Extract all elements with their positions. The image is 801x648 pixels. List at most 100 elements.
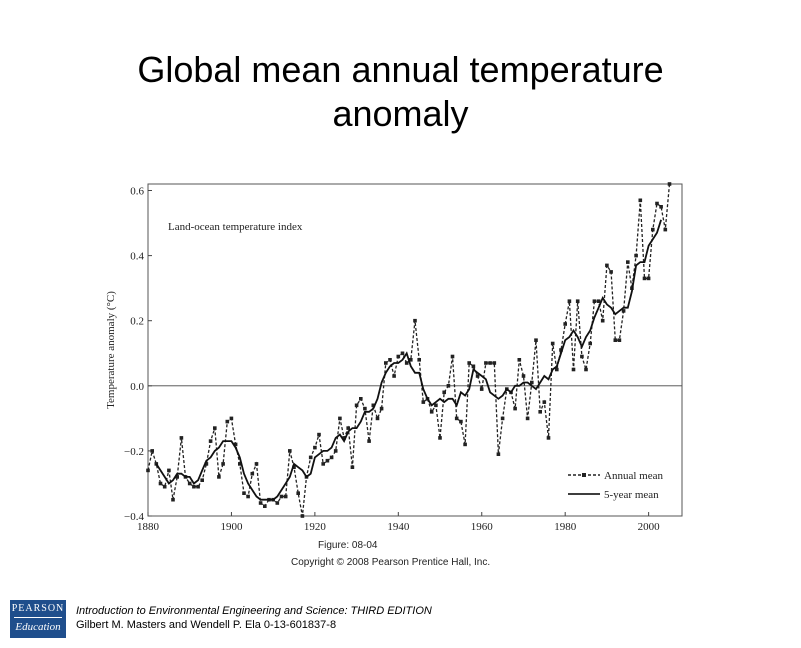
annual-mean-point [475, 374, 480, 378]
annual-mean-point [167, 468, 171, 473]
annual-mean-point [300, 514, 305, 518]
inner-chart-title: Land-ocean temperature index [168, 221, 303, 233]
annual-mean-point [217, 475, 221, 479]
annual-mean-point [525, 416, 530, 421]
annual-mean-point [609, 270, 613, 274]
annual-mean-point [400, 351, 405, 356]
annual-mean-point [204, 462, 209, 466]
annual-mean-point [626, 260, 630, 264]
annual-mean-point [233, 442, 238, 447]
pearson-education-logo: PEARSON Education [10, 600, 66, 638]
annual-mean-point [246, 494, 250, 499]
y-tick-label: 0.2 [130, 316, 144, 328]
annual-mean-point [484, 361, 488, 365]
annual-mean-point [409, 358, 413, 362]
annual-mean-point [638, 198, 643, 203]
annual-mean-point [350, 465, 355, 469]
annual-mean-point [171, 497, 175, 502]
annual-mean-point [446, 384, 451, 388]
annual-mean-point [242, 491, 246, 495]
annual-mean-point [596, 299, 601, 303]
annual-mean-point [208, 439, 213, 443]
annual-mean-point [413, 318, 417, 323]
annual-mean-point [479, 387, 484, 391]
annual-mean-point [555, 367, 559, 372]
annual-mean-point [359, 397, 363, 401]
annual-mean-point [162, 484, 167, 489]
y-tick-label: 0.0 [130, 381, 144, 393]
five-year-mean-line [155, 219, 662, 501]
annual-mean-point [329, 455, 334, 460]
footer-book-title: Introduction to Environmental Engineerin… [76, 605, 432, 617]
annual-mean-point [221, 462, 225, 466]
annual-mean-point [175, 475, 179, 479]
annual-mean-point [296, 491, 300, 495]
footer-authors: Gilbert M. Masters and Wendell P. Ela 0-… [76, 619, 337, 631]
x-tick-label: 1960 [471, 521, 494, 532]
annual-mean-point [333, 449, 338, 453]
annual-mean-point [379, 406, 384, 411]
y-tick-label: −0.4 [124, 511, 144, 523]
annual-mean-point [225, 419, 230, 424]
annual-mean-point [288, 449, 292, 453]
annual-mean-point [187, 481, 192, 486]
figure-caption: Figure: 08-04 [318, 540, 378, 551]
annual-mean-point [463, 442, 467, 447]
annual-mean-point [317, 432, 321, 437]
annual-mean-point [179, 436, 184, 440]
x-tick-label: 1940 [387, 521, 410, 532]
annual-mean-point [434, 403, 438, 408]
annual-mean-point [442, 390, 446, 395]
annual-mean-point [454, 416, 459, 421]
annual-mean-point [384, 361, 388, 365]
annual-mean-point [542, 400, 547, 404]
annual-mean-point [600, 318, 605, 323]
annual-mean-point [321, 462, 325, 466]
annual-mean-point [559, 348, 563, 352]
x-tick-label: 2000 [638, 521, 661, 532]
annual-mean-point [646, 276, 651, 281]
legend-five-year-label: 5-year mean [604, 489, 659, 501]
annual-mean-point [621, 309, 626, 313]
annual-mean-point [617, 338, 622, 342]
annual-mean-point [292, 465, 296, 469]
annual-mean-point [546, 436, 551, 440]
annual-mean-point [417, 358, 421, 362]
annual-mean-point [563, 322, 567, 326]
annual-mean-point [438, 436, 442, 440]
x-axis: 1880 1900 1920 1940 1960 1980 2000 [137, 512, 660, 532]
annual-mean-point [534, 338, 538, 342]
annual-mean-point [146, 468, 150, 473]
annual-mean-point [538, 410, 542, 414]
annual-mean-point [196, 484, 200, 489]
annual-mean-point [459, 419, 463, 424]
annual-mean-point [500, 416, 505, 421]
annual-mean-point [655, 201, 659, 206]
slide-title-line-1: Global mean annual temperature [137, 49, 664, 90]
y-axis: −0.4 −0.2 0.0 0.2 0.4 0.6 [124, 186, 152, 523]
footer-citation: Introduction to Environmental Engineerin… [76, 604, 432, 632]
annual-mean-point [313, 445, 317, 450]
annual-mean-point [213, 426, 217, 430]
annual-mean-point [634, 253, 638, 258]
plot-frame [147, 183, 683, 517]
annual-mean-point [392, 374, 396, 378]
annual-mean-point [550, 341, 555, 346]
logo-line-1: PEARSON [11, 603, 65, 614]
annual-mean-point [404, 361, 409, 365]
annual-mean-point [429, 410, 434, 414]
annual-mean-point [496, 452, 501, 456]
annual-mean-point [642, 276, 647, 281]
annual-mean-point [613, 338, 618, 342]
x-tick-label: 1920 [304, 521, 327, 532]
annual-mean-point [492, 361, 497, 365]
annual-mean-point [367, 439, 371, 443]
x-tick-label: 1880 [137, 521, 160, 532]
y-tick-label: −0.2 [124, 446, 144, 458]
annual-mean-point [200, 478, 204, 482]
annual-mean-point [450, 354, 455, 359]
annual-mean-point [592, 299, 597, 303]
annual-mean-point [192, 484, 196, 489]
annual-mean-point [575, 299, 580, 303]
annual-mean-point [488, 361, 492, 365]
